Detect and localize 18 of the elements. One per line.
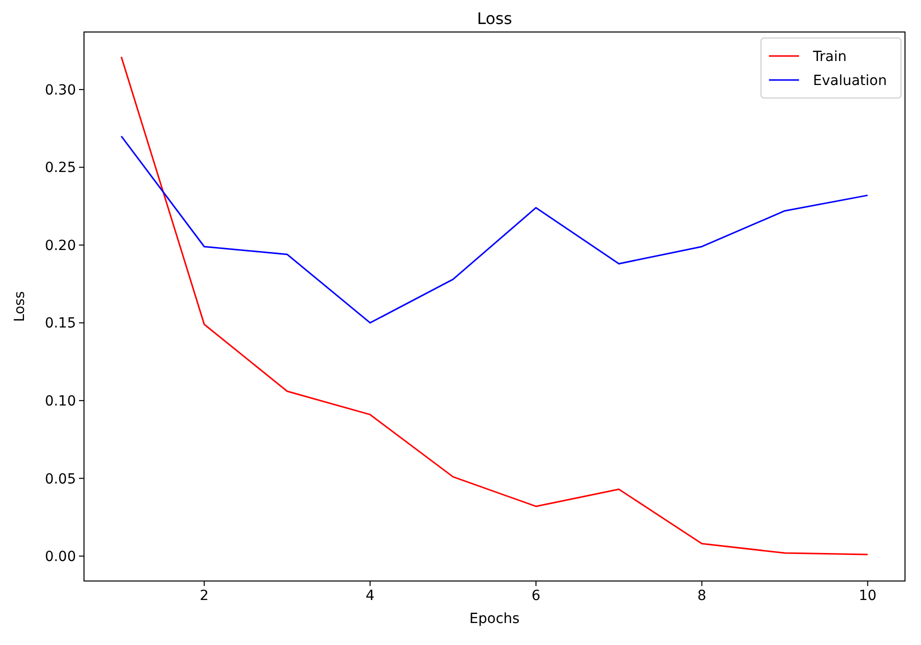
legend-label: Train <box>812 48 847 65</box>
y-tick-label: 0.20 <box>44 238 76 254</box>
x-tick-label: 2 <box>200 588 209 604</box>
y-tick-label: 0.00 <box>44 549 76 566</box>
y-tick-label: 0.10 <box>44 393 76 410</box>
y-tick-label: 0.05 <box>44 471 76 488</box>
line-series <box>120 135 868 324</box>
x-axis-title: Epochs <box>469 611 520 627</box>
chart-title: Loss <box>476 9 512 28</box>
y-axis-title: Loss <box>12 291 28 322</box>
x-tick-label: 10 <box>858 588 877 604</box>
y-tick-label: 0.15 <box>44 316 76 332</box>
x-tick-label: 6 <box>532 588 541 604</box>
y-tick-label: 0.25 <box>44 160 76 176</box>
y-tick-label: 0.30 <box>44 82 76 98</box>
x-tick-label: 8 <box>697 588 706 604</box>
x-tick-label: 4 <box>366 588 375 604</box>
legend-label: Evaluation <box>813 72 887 89</box>
